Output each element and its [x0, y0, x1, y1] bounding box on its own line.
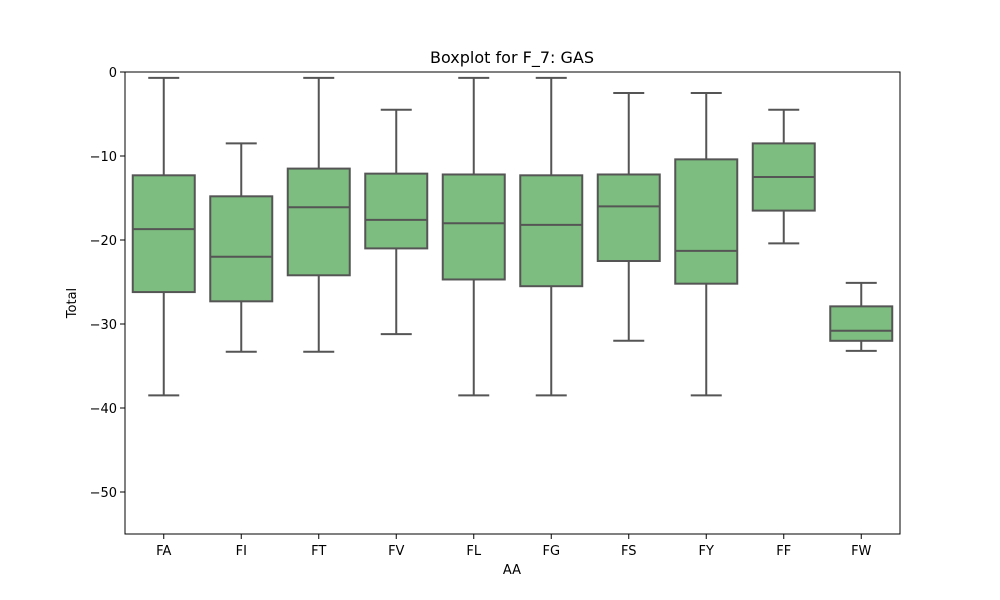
- x-tick-label: FI: [236, 544, 247, 559]
- box-iqr: [519, 174, 584, 288]
- y-tick-label: −50: [90, 486, 117, 501]
- box-iqr: [441, 173, 506, 281]
- x-tick-label: FW: [851, 544, 871, 559]
- box-iqr: [131, 174, 196, 294]
- box-ff: [751, 108, 816, 245]
- box-iqr: [829, 305, 894, 342]
- y-tick-label: −10: [90, 150, 117, 165]
- x-axis: FA FI FT FV FL FG FS FY FF FW: [156, 534, 872, 559]
- x-tick-label: FT: [311, 544, 326, 559]
- plot-frame: [124, 71, 901, 535]
- chart-title: Boxplot for F_7: GAS: [430, 48, 594, 68]
- x-tick-label: FY: [699, 544, 714, 559]
- box-fs: [596, 92, 661, 342]
- x-tick-label: FG: [542, 544, 560, 559]
- box-iqr: [674, 158, 739, 285]
- y-tick-label: −30: [90, 318, 117, 333]
- x-tick-label: FL: [466, 544, 481, 559]
- x-tick-label: FS: [621, 544, 637, 559]
- y-tick-label: −40: [90, 402, 117, 417]
- x-tick-label: FV: [388, 544, 404, 559]
- y-axis: 0 −10 −20 −30 −40 −50: [90, 66, 125, 501]
- x-tick-label: FF: [776, 544, 791, 559]
- y-axis-title: Total: [65, 288, 80, 319]
- box-ft: [286, 76, 351, 353]
- boxes-layer: [131, 76, 894, 397]
- box-iqr: [596, 173, 661, 262]
- box-fg: [519, 76, 584, 397]
- box-fy: [674, 92, 739, 397]
- box-fi: [209, 142, 274, 353]
- box-iqr: [286, 167, 351, 277]
- x-axis-title: AA: [503, 563, 521, 578]
- box-iqr: [209, 195, 274, 303]
- box-fw: [829, 281, 894, 352]
- box-iqr: [364, 172, 429, 250]
- box-fa: [131, 76, 196, 397]
- y-tick-label: −20: [90, 234, 117, 249]
- x-tick-label: FA: [156, 544, 171, 559]
- box-fl: [441, 76, 506, 397]
- y-tick-label: 0: [109, 66, 117, 81]
- box-fv: [364, 108, 429, 336]
